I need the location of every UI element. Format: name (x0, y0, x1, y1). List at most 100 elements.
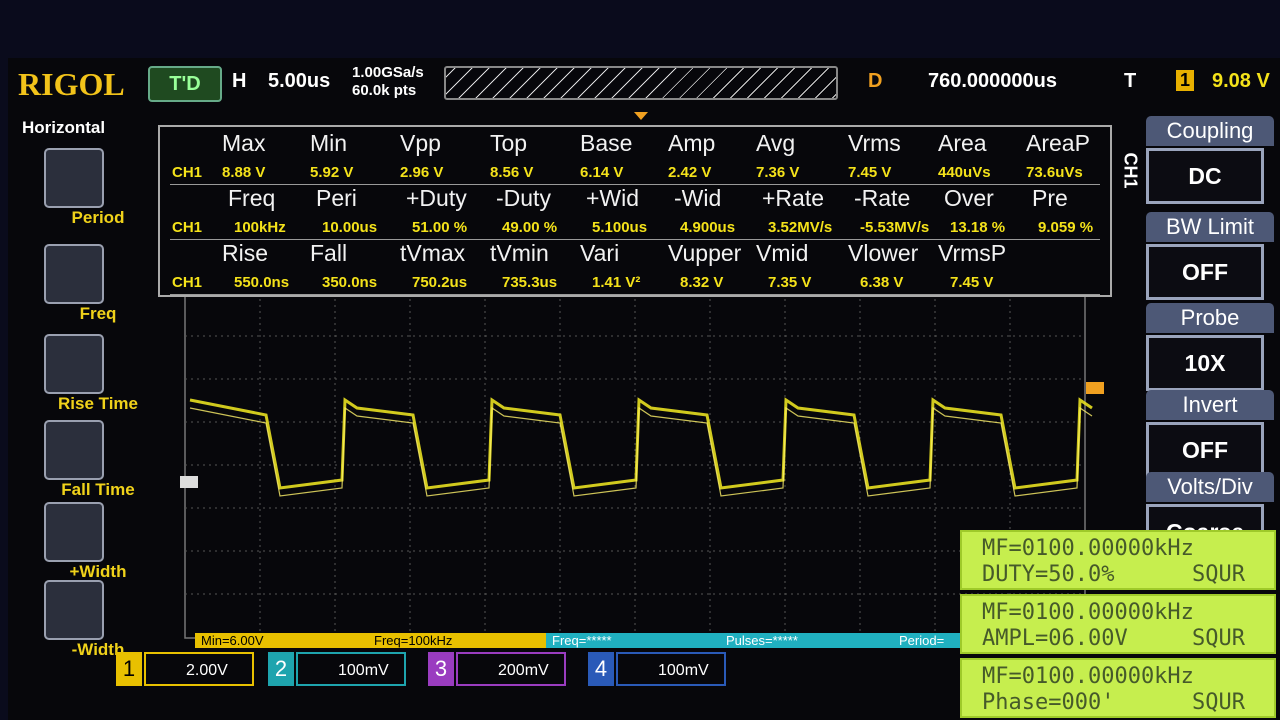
menu-label[interactable]: Fall Time (61, 480, 135, 499)
menu-title[interactable]: Probe (1146, 303, 1274, 333)
measure-value: 735.3us (502, 274, 558, 291)
measure-value: 7.35 V (768, 274, 812, 291)
menu-icon[interactable] (44, 244, 104, 304)
sample-rate: 1.00GSa/s (352, 64, 424, 81)
generator-line: Phase=000' (982, 690, 1115, 715)
delay-label: D (868, 70, 883, 92)
measure-value: 73.6uVs (1026, 164, 1083, 181)
menu-value[interactable]: OFF (1146, 244, 1264, 300)
trigger-label: T (1124, 70, 1137, 92)
measure-label: Fall (310, 240, 348, 266)
measure-value: 7.45 V (950, 274, 994, 291)
measure-label: Vupper (668, 240, 742, 266)
menu-label[interactable]: Period (71, 208, 125, 227)
status-item: Min=6.00V (195, 633, 371, 648)
measure-label: Vrms (848, 130, 901, 156)
trace (189, 397, 1093, 490)
menu-icon[interactable] (44, 580, 104, 640)
measure-label: Base (580, 130, 633, 156)
menu-title[interactable]: Invert (1146, 390, 1274, 420)
measure-value: 5.92 V (310, 164, 354, 181)
measure-label: Over (944, 185, 994, 211)
time-marker (634, 112, 648, 120)
menu-title: Horizontal (22, 118, 106, 137)
measure-value: 7.45 V (848, 164, 892, 181)
menu-icon[interactable] (44, 334, 104, 394)
measure-label: Vlower (848, 240, 919, 266)
measure-value: 2.96 V (400, 164, 444, 181)
menu-value[interactable]: OFF (1146, 422, 1264, 478)
measure-label: tVmax (400, 240, 466, 266)
right-channel: CH1 (1120, 152, 1141, 189)
menu-icon[interactable] (44, 502, 104, 562)
delay: 760.000000us (928, 70, 1058, 92)
measure-value: 10.00us (322, 219, 378, 236)
measure-value: -5.53MV/s (860, 219, 930, 236)
measure-label: +Rate (762, 185, 825, 211)
channel-scale[interactable]: 2.00V (144, 652, 254, 686)
measure-value: 350.0ns (322, 274, 378, 291)
measure-value: 550.0ns (234, 274, 290, 291)
measure-value: 3.52MV/s (768, 219, 833, 236)
measure-value: 13.18 % (950, 219, 1006, 236)
measure-label: Area (938, 130, 987, 156)
generator-wave: SQUR (1192, 626, 1245, 651)
measure-label: +Wid (586, 185, 640, 211)
menu-label[interactable]: +Width (69, 562, 127, 581)
menu-title[interactable]: BW Limit (1146, 212, 1274, 242)
generator-line: MF=0100.00000kHz (982, 600, 1194, 625)
measure-value: 8.88 V (222, 164, 266, 181)
generator-wave: SQUR (1192, 690, 1245, 715)
measure-channel: CH1 (172, 274, 203, 291)
status-item: Pulses=***** (720, 633, 896, 648)
menu-label[interactable]: Rise Time (57, 394, 138, 413)
measure-value: 8.32 V (680, 274, 724, 291)
menu-title[interactable]: Coupling (1146, 116, 1274, 146)
generator-line: MF=0100.00000kHz (982, 536, 1194, 561)
channel-scale[interactable]: 200mV (456, 652, 566, 686)
channel-number[interactable]: 1 (116, 652, 142, 686)
measure-value: 4.900us (680, 219, 736, 236)
measure-label: Max (222, 130, 266, 156)
channel-scale[interactable]: 100mV (616, 652, 726, 686)
measure-label: -Rate (854, 185, 911, 211)
measure-label: Rise (222, 240, 269, 266)
trace-echo (189, 406, 1093, 497)
measure-label: tVmin (490, 240, 549, 266)
trigger-marker (1086, 382, 1104, 394)
generator-line: DUTY=50.0% (982, 562, 1115, 587)
timebase: 5.00us (268, 70, 331, 92)
measure-label: Vpp (400, 130, 441, 156)
menu-value[interactable]: DC (1146, 148, 1264, 204)
status-item: Freq=***** (546, 633, 724, 648)
measure-label: Amp (668, 130, 716, 156)
measure-value: 6.38 V (860, 274, 904, 291)
measure-value: 7.36 V (756, 164, 800, 181)
status-item: Freq=100kHz (368, 633, 550, 648)
channel-number[interactable]: 3 (428, 652, 454, 686)
menu-icon[interactable] (44, 420, 104, 480)
channel-number[interactable]: 4 (588, 652, 614, 686)
measure-label: Vari (580, 240, 620, 266)
memory-bar (444, 66, 838, 100)
menu-label[interactable]: -Width (71, 640, 125, 659)
measure-value: 1.41 V² (592, 274, 641, 291)
menu-icon[interactable] (44, 148, 104, 208)
mode: T'D (148, 66, 222, 102)
trigger-level: 9.08 V (1212, 70, 1270, 92)
generator-panel (960, 594, 1276, 654)
generator-line: MF=0100.00000kHz (982, 664, 1194, 689)
menu-label[interactable]: Freq (79, 304, 117, 323)
generator-line: AMPL=06.00V (982, 626, 1128, 651)
grid (185, 293, 1085, 638)
menu-value[interactable]: 10X (1146, 335, 1264, 391)
measure-value: 6.14 V (580, 164, 624, 181)
menu-title[interactable]: Volts/Div (1146, 472, 1274, 502)
channel-number[interactable]: 2 (268, 652, 294, 686)
measure-label: VrmsP (938, 240, 1007, 266)
generator-panel (960, 530, 1276, 590)
channel-scale[interactable]: 100mV (296, 652, 406, 686)
measure-value: 51.00 % (412, 219, 468, 236)
measure-label: -Duty (496, 185, 551, 211)
